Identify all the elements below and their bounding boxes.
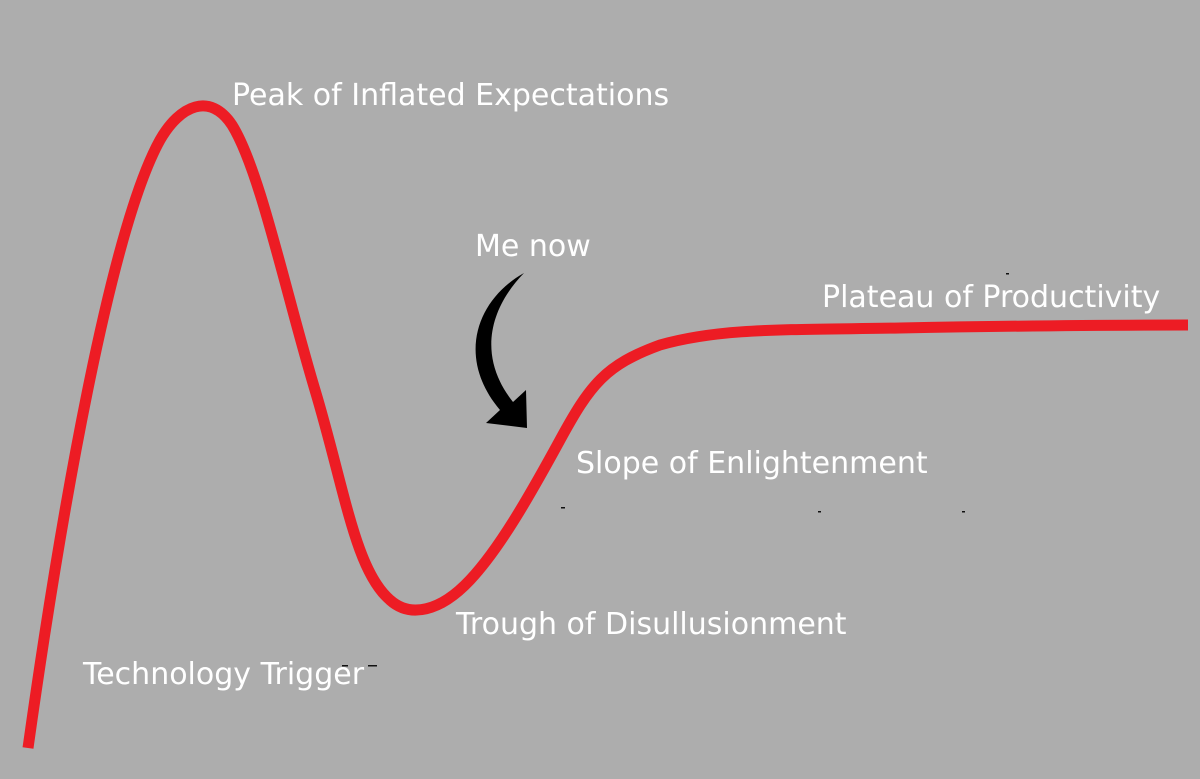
stray-mark (561, 507, 565, 509)
stray-mark (342, 665, 348, 667)
curved-arrow-down-icon (475, 273, 527, 428)
peak-label: Peak of Inflated Expectations (232, 78, 669, 113)
stray-mark (368, 665, 377, 667)
slope-label: Slope of Enlightenment (576, 446, 928, 481)
hype-cycle-curve (22, 100, 1189, 749)
trough-label: Trough of Disullusionment (455, 607, 847, 642)
trigger-label: Technology Trigger (82, 657, 365, 692)
stray-mark (962, 511, 965, 513)
stray-mark (818, 511, 821, 513)
stray-mark (1006, 273, 1009, 275)
plateau-label: Plateau of Productivity (822, 280, 1160, 315)
me-now-label: Me now (475, 229, 591, 264)
